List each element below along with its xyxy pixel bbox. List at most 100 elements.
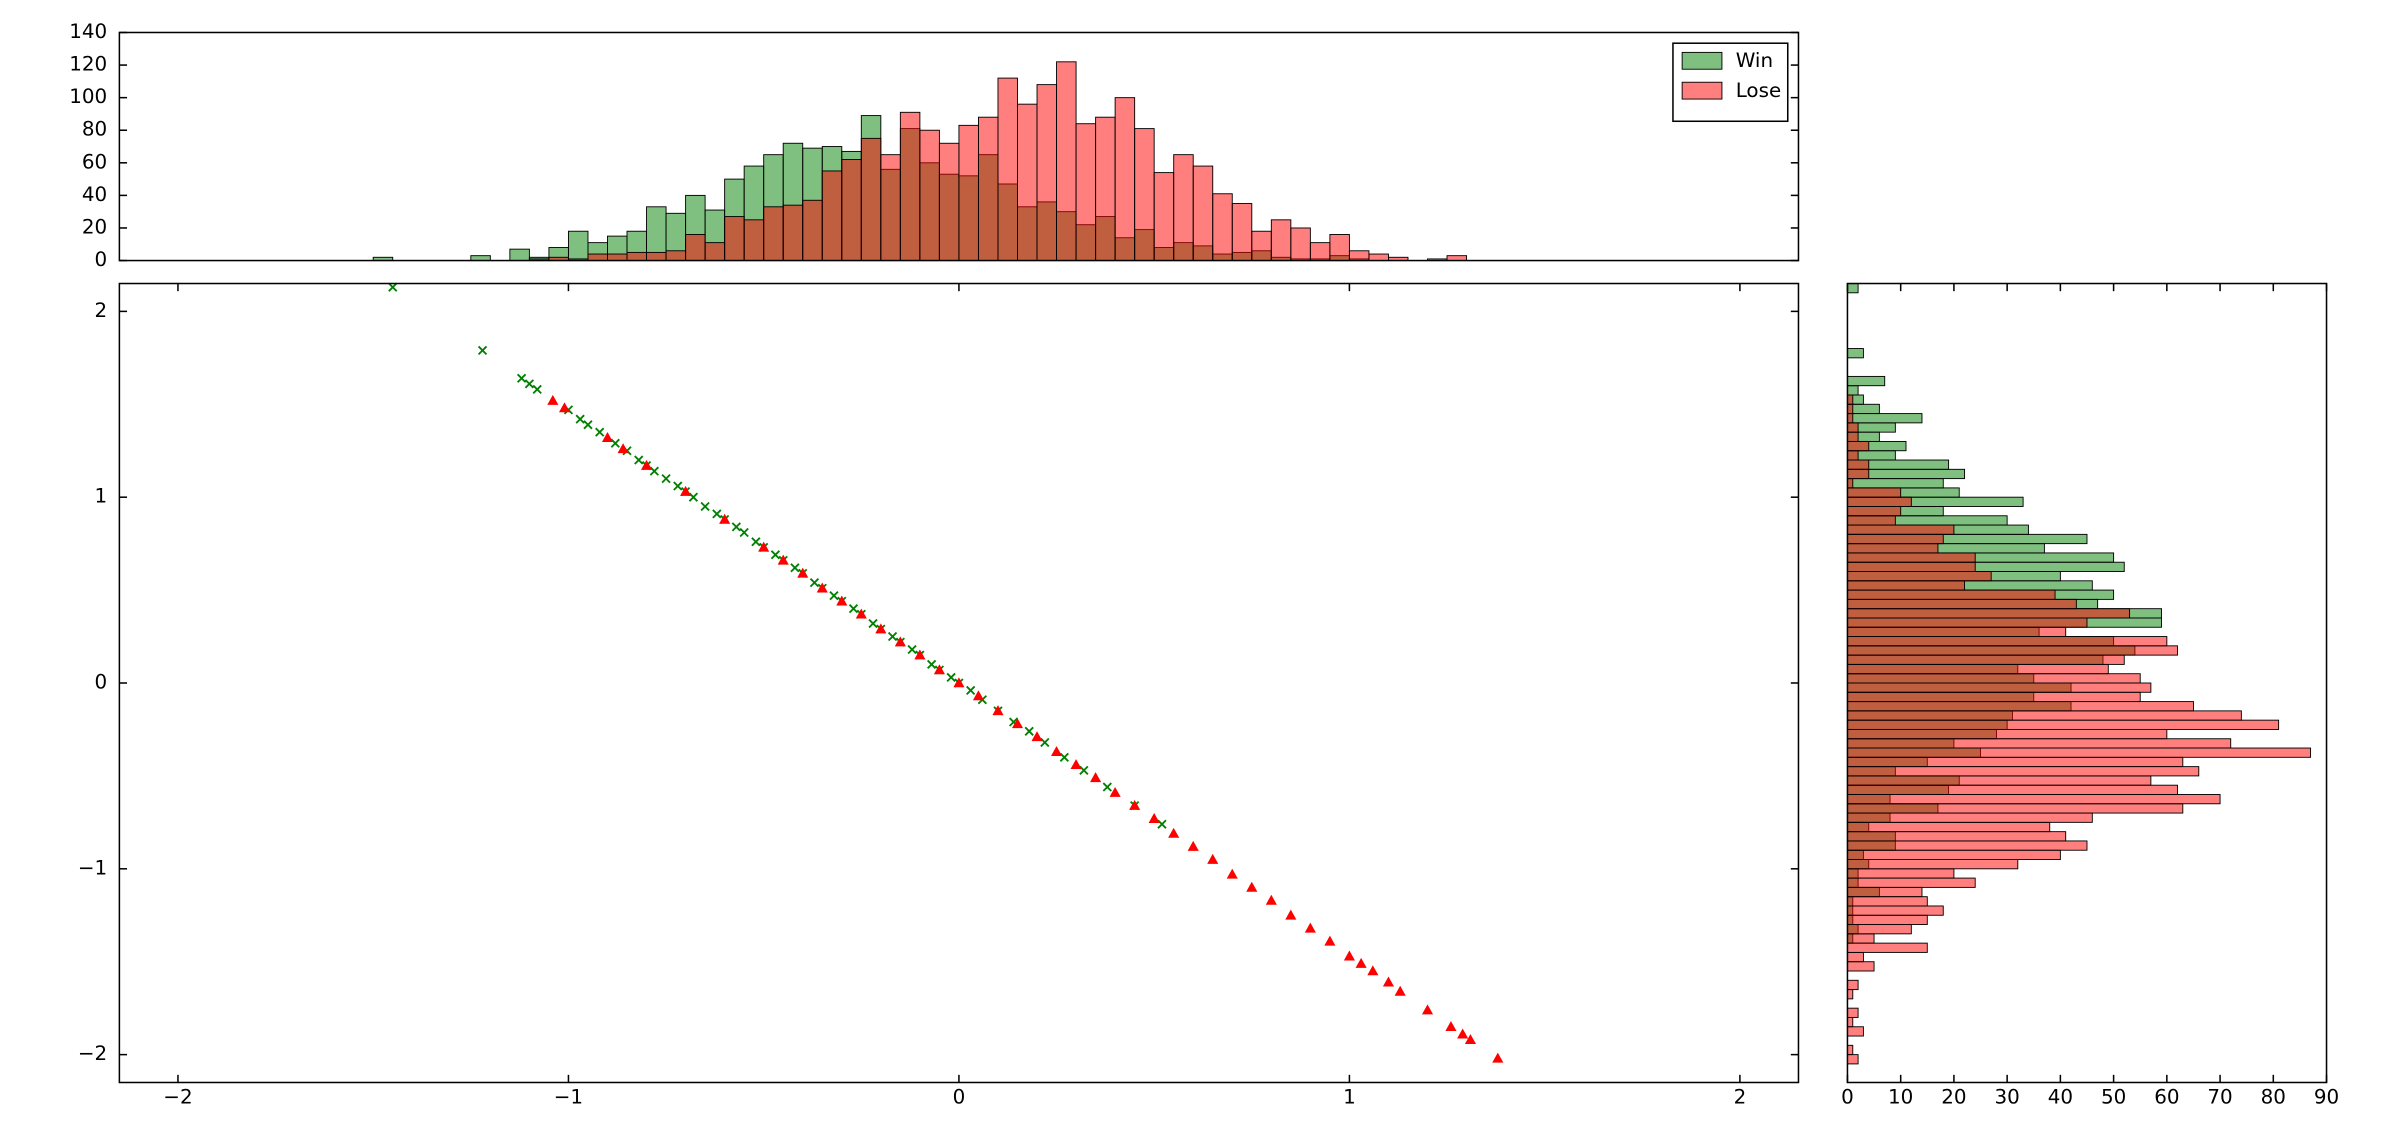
histogram-bar <box>1846 533 1944 545</box>
scatter-point <box>712 509 722 519</box>
histogram-bar <box>1846 468 1870 480</box>
histogram-bar <box>1075 123 1097 262</box>
scatter-point <box>547 394 559 405</box>
scatter-point <box>868 618 878 629</box>
scatter-point <box>1070 759 1082 770</box>
x-tick-label: −1 <box>554 1085 583 1108</box>
histogram-bar <box>1231 203 1253 262</box>
histogram-bar <box>1846 747 2312 758</box>
histogram-bar <box>1846 979 1859 991</box>
scatter-point <box>583 420 593 430</box>
histogram-bar <box>958 124 979 262</box>
histogram-bar <box>1846 543 1939 554</box>
scatter-point <box>914 649 926 660</box>
histogram-bar <box>1309 242 1331 262</box>
histogram-bar <box>1846 691 2141 703</box>
scatter-point <box>1464 1034 1477 1045</box>
histogram-bar <box>1846 905 1944 916</box>
histogram-bar <box>1846 598 2077 610</box>
histogram-bar <box>802 199 823 262</box>
x-tick-label: 10 <box>1888 1085 1913 1108</box>
legend-label: Lose <box>1736 79 1781 102</box>
scatter-point <box>1265 894 1277 905</box>
scatter-point <box>388 282 398 292</box>
scatter-point <box>966 685 976 696</box>
histogram-bar <box>1846 626 2067 638</box>
scatter-point <box>634 455 644 465</box>
scatter-point <box>848 604 859 614</box>
histogram-bar <box>665 250 687 262</box>
y-tick-label: 140 <box>69 20 107 43</box>
scatter-point <box>640 459 653 470</box>
histogram-bar <box>1134 128 1155 262</box>
histogram-bar <box>1846 413 1854 424</box>
histogram-bar <box>1846 877 1976 888</box>
histogram-bar <box>1846 961 1875 972</box>
histogram-bar <box>1846 440 1870 452</box>
legend-swatch <box>1681 51 1723 70</box>
histogram-bar <box>1846 515 1896 526</box>
scatter-point <box>1457 1028 1469 1039</box>
scatter-point <box>558 402 571 413</box>
histogram-bar <box>1846 394 1854 405</box>
scatter-point <box>1168 827 1180 838</box>
scatter-point <box>836 595 848 606</box>
x-tick-label: 70 <box>2207 1085 2232 1108</box>
scatter-point <box>1207 853 1219 864</box>
histogram-bar <box>1846 951 1864 963</box>
y-tick-label: −2 <box>78 1042 107 1065</box>
histogram-bar <box>1846 766 2200 777</box>
x-tick-label: 80 <box>2261 1085 2286 1108</box>
histogram-bar <box>1846 933 1875 944</box>
histogram-bar <box>1017 103 1038 262</box>
scatter-point <box>894 636 906 647</box>
axes-frame <box>1846 282 2328 1084</box>
legend-swatch <box>1681 81 1723 100</box>
histogram-bar <box>1173 154 1194 262</box>
scatter-point <box>1157 819 1167 829</box>
scatter-point <box>575 414 585 424</box>
y-tick-label: 100 <box>69 85 107 108</box>
y-tick-label: 20 <box>82 215 107 238</box>
histogram-bar <box>1846 552 1976 563</box>
histogram-bar <box>1846 478 1854 489</box>
histogram-bar <box>1846 859 2019 870</box>
histogram-bar <box>1846 896 1928 907</box>
histogram-bar <box>626 251 648 262</box>
scatter-point <box>1148 812 1160 823</box>
y-tick-label: 40 <box>82 183 107 206</box>
x-tick-label: 40 <box>2048 1085 2073 1108</box>
histogram-bar <box>1846 1007 1859 1018</box>
scatter-point <box>1079 765 1089 775</box>
histogram-bar <box>1846 580 1966 591</box>
scatter-point <box>661 473 671 484</box>
scatter-point <box>1492 1052 1504 1063</box>
scatter-point <box>1187 840 1199 851</box>
scatter-point <box>875 623 887 634</box>
scatter-point <box>673 481 683 491</box>
histogram-bar <box>1846 710 2242 721</box>
scatter-point <box>700 501 710 512</box>
histogram-bar <box>607 253 628 262</box>
scatter-point <box>770 550 781 560</box>
histogram-bar <box>1846 636 2168 647</box>
scatter-point <box>601 432 614 443</box>
scatter-point <box>595 427 605 437</box>
y-tick-label: 1 <box>94 485 107 508</box>
scatter-point <box>1011 718 1024 729</box>
histogram-bar <box>1846 1016 1854 1028</box>
scatter-point <box>1109 786 1121 797</box>
histogram-bar <box>1846 645 2178 656</box>
histogram-bar <box>1846 431 1859 442</box>
histogram-bar <box>1846 608 2131 619</box>
histogram-bar <box>1036 84 1058 262</box>
histogram-bar <box>1290 227 1311 262</box>
x-tick-label: 0 <box>1841 1085 1854 1108</box>
histogram-bar <box>1846 663 2109 675</box>
histogram-bar <box>997 77 1018 262</box>
x-tick-label: 30 <box>1994 1085 2019 1108</box>
histogram-bar <box>1153 172 1175 262</box>
histogram-bar <box>1348 250 1370 262</box>
histogram-bar <box>1846 496 1912 507</box>
